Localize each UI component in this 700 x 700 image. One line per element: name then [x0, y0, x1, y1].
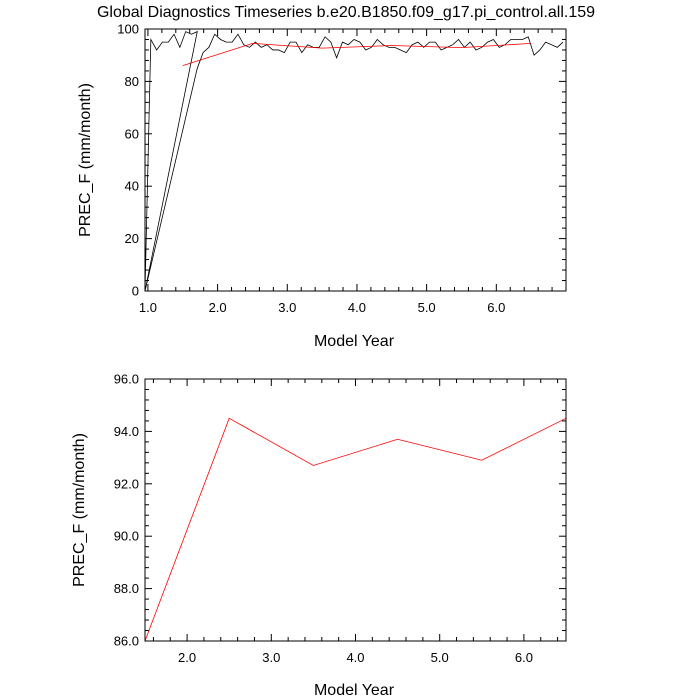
bottom-y-axis-label: PREC_F (mm/month): [71, 433, 88, 587]
top-panel: Model Year PREC_F (mm/month) 1.0 2.0 3.0 4.…: [77, 22, 567, 350]
bottom-y-tick-label: 86.0: [114, 634, 139, 649]
bottom-x-tick-label: 4.0: [346, 650, 364, 665]
bottom-x-tick-label: 2.0: [178, 650, 196, 665]
bottom-y-tick-label: 88.0: [114, 581, 139, 596]
top-y-tick-label: 60: [125, 126, 139, 141]
top-y-tick-label: 0: [132, 284, 139, 299]
top-y-tick-label: 40: [125, 179, 139, 194]
bottom-x-tick-label: 5.0: [431, 650, 449, 665]
top-series-line-1: [182, 43, 532, 67]
bottom-y-tick-label: 90.0: [114, 529, 139, 544]
bottom-x-axis-label: Model Year: [314, 682, 395, 699]
top-series-line-0: [144, 30, 564, 292]
top-y-tick-label: 20: [125, 231, 139, 246]
bottom-plot-frame: [144, 378, 567, 642]
top-y-axis-label: PREC_F (mm/month): [77, 83, 94, 237]
bottom-y-tick-label: 96.0: [114, 372, 139, 387]
top-y-tick-label: 100: [117, 22, 139, 37]
bottom-y-tick-label: 94.0: [114, 424, 139, 439]
top-x-axis-label: Model Year: [314, 333, 395, 350]
top-y-tick-label: 80: [125, 74, 139, 89]
top-x-tick-label: 4.0: [348, 300, 366, 315]
top-x-tick-label: 2.0: [209, 300, 227, 315]
bottom-x-tick-label: 3.0: [262, 650, 280, 665]
top-x-tick-label: 6.0: [487, 300, 505, 315]
bottom-y-tick-label: 92.0: [114, 476, 139, 491]
top-x-tick-label: 5.0: [418, 300, 436, 315]
bottom-x-tick-label: 6.0: [515, 650, 533, 665]
bottom-panel: Model Year PREC_F (mm/month) 2.0 3.0 4.0 5.…: [71, 372, 567, 699]
top-plot-frame: [144, 28, 567, 292]
top-x-tick-label: 1.0: [139, 300, 157, 315]
bottom-series-line-0: [144, 417, 567, 642]
top-x-tick-label: 3.0: [278, 300, 296, 315]
figure-title: Global Diagnostics Timeseries b.e20.B185…: [97, 4, 595, 21]
